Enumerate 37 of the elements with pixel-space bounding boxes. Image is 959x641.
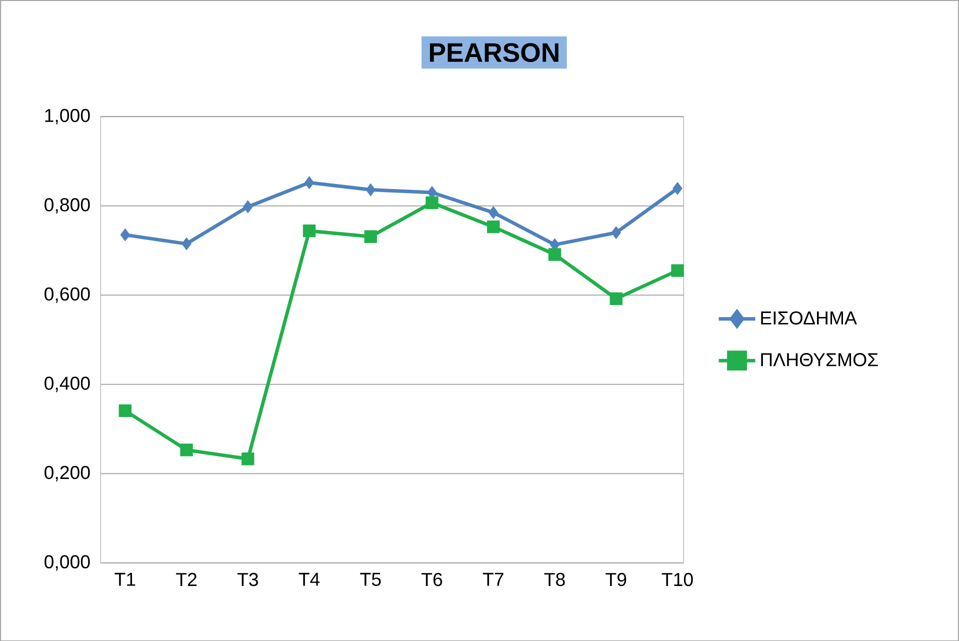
x-tick-label: T1 bbox=[114, 572, 136, 586]
point bbox=[304, 176, 314, 189]
x-tick-label: T9 bbox=[606, 572, 626, 586]
y-tick-label: 1,000 bbox=[45, 108, 90, 124]
y-tick-label: 0,800 bbox=[44, 198, 90, 214]
x-tick-label: T3 bbox=[237, 572, 258, 586]
point bbox=[487, 220, 500, 233]
point bbox=[548, 248, 562, 261]
x-tick-label: T7 bbox=[482, 572, 504, 586]
point bbox=[180, 443, 193, 456]
y-tick-label: 0,400 bbox=[44, 376, 90, 392]
y-tick-label: 0,200 bbox=[44, 466, 90, 482]
chart-title: PEARSON bbox=[430, 42, 558, 62]
point bbox=[182, 237, 192, 250]
point bbox=[364, 230, 377, 243]
point bbox=[118, 404, 132, 417]
x-tick-label: T8 bbox=[544, 572, 565, 586]
x-tick-label: T10 bbox=[662, 572, 693, 586]
y-tick-label: 0,000 bbox=[44, 554, 90, 570]
point bbox=[366, 183, 376, 196]
x-tick-label: T5 bbox=[360, 572, 381, 586]
x-tick-label: T4 bbox=[298, 572, 320, 586]
x-tick-label: T2 bbox=[176, 572, 196, 586]
point bbox=[302, 224, 316, 237]
point bbox=[426, 196, 438, 209]
point bbox=[242, 452, 254, 466]
y-tick-label: 0,600 bbox=[44, 287, 90, 303]
point bbox=[610, 292, 622, 305]
point bbox=[120, 228, 130, 241]
point bbox=[611, 226, 621, 239]
legend-label: ΠΛΗΘΥΣΜΟΣ bbox=[761, 352, 878, 366]
point bbox=[488, 206, 498, 219]
x-tick-label: T6 bbox=[422, 572, 442, 586]
point bbox=[672, 182, 682, 195]
legend-label: ΕΙΣΟΔΗΜΑ bbox=[761, 311, 857, 324]
point bbox=[243, 200, 253, 213]
point bbox=[671, 264, 684, 277]
